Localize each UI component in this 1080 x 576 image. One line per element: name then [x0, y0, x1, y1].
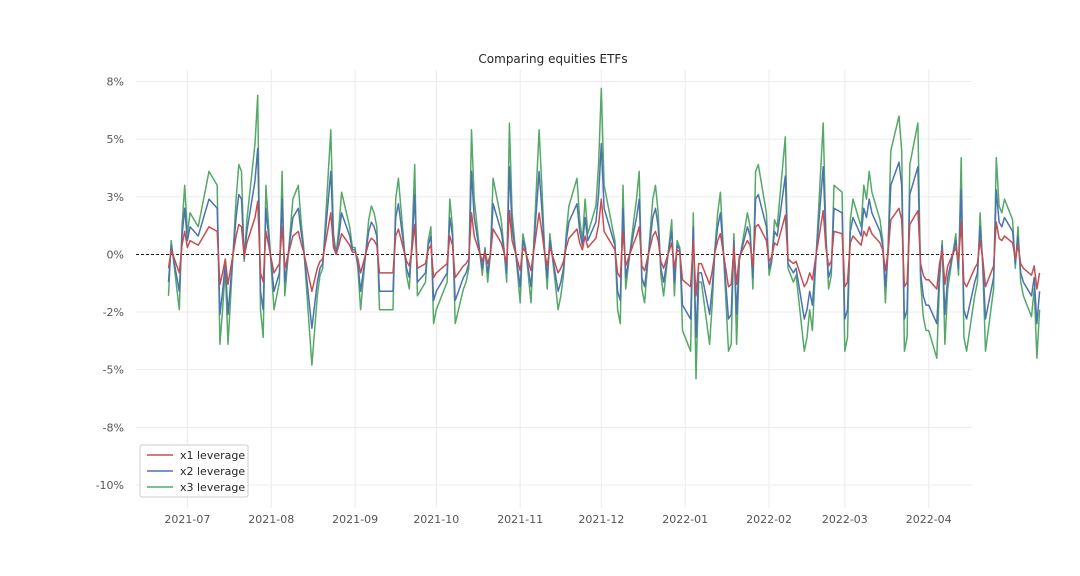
y-tick-label: -10%: [96, 479, 124, 492]
legend-label-x1: x1 leverage: [180, 449, 245, 462]
x-tick-label: 2021-12: [578, 513, 624, 526]
y-tick-label: 3%: [107, 191, 124, 204]
x-tick-label: 2022-02: [746, 513, 792, 526]
x-tick-label: 2021-09: [332, 513, 378, 526]
grid-layer: [136, 70, 972, 508]
x-tick-label: 2022-03: [822, 513, 868, 526]
series-layer: [167, 87, 1041, 380]
y-tick-label: -5%: [103, 364, 124, 377]
y-tick-labels: 8% 5% 3% 0% -2% -5% -8% -10%: [96, 76, 124, 492]
x-tick-label: 2022-04: [906, 513, 952, 526]
legend-label-x2: x2 leverage: [180, 465, 245, 478]
series-line-x1: [167, 198, 1041, 297]
x-tick-label: 2021-11: [497, 513, 543, 526]
x-tick-label: 2021-07: [164, 513, 210, 526]
y-tick-label: 0%: [107, 248, 124, 261]
x-tick-label: 2021-08: [248, 513, 294, 526]
y-tick-label: -8%: [103, 421, 124, 434]
x-tick-label: 2022-01: [662, 513, 708, 526]
x-tick-labels: 2021-07 2021-08 2021-09 2021-10 2021-11 2021-…: [164, 513, 951, 526]
series-line-x3: [167, 87, 1041, 380]
legend-label-x3: x3 leverage: [180, 481, 245, 494]
y-tick-label: 8%: [107, 76, 124, 89]
legend: x1 leverage x2 leverage x3 leverage: [139, 444, 249, 498]
series-line-x2: [167, 143, 1041, 339]
x-tick-label: 2021-10: [413, 513, 459, 526]
chart-title: Comparing equities ETFs: [478, 52, 627, 66]
y-tick-label: -2%: [103, 306, 124, 319]
legend-box: [139, 444, 249, 498]
y-tick-label: 5%: [107, 133, 124, 146]
